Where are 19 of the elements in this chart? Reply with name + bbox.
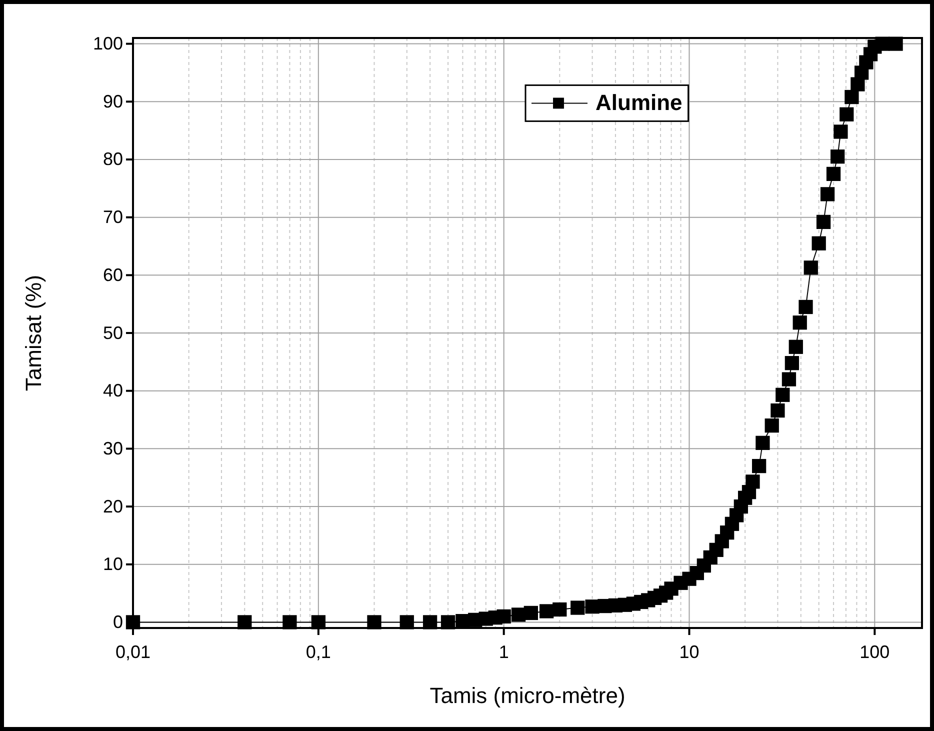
y-axis-title: Tamisat (%) — [21, 274, 46, 392]
y-tick-label: 10 — [102, 554, 123, 574]
x-tick-label: 0,1 — [306, 642, 331, 662]
y-tick-label: 0 — [112, 612, 123, 632]
y-tick-label: 30 — [102, 438, 123, 458]
y-tick-label: 40 — [102, 380, 123, 401]
y-tick-label: 50 — [102, 322, 123, 343]
y-tick-label: 60 — [102, 264, 123, 285]
x-tick-label: 0,01 — [115, 642, 151, 662]
x-tick-label: 100 — [860, 642, 890, 662]
x-tick-label: 1 — [498, 642, 509, 662]
y-tick-label: 80 — [102, 149, 123, 170]
y-tick-label: 20 — [102, 496, 123, 516]
x-tick-label: 10 — [679, 642, 700, 662]
y-tick-label: 70 — [102, 207, 123, 228]
y-tick-label: 90 — [102, 91, 123, 112]
x-axis-title: Tamis (micro-mètre) — [430, 683, 626, 708]
y-tick-label: 100 — [92, 34, 123, 54]
legend-label: Alumine — [596, 90, 682, 116]
